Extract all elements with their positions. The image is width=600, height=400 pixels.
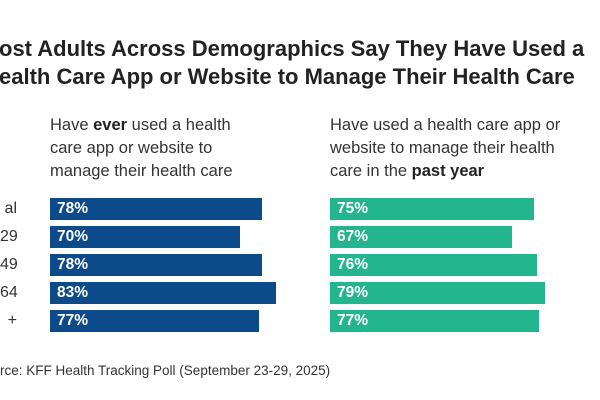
bar xyxy=(330,226,513,248)
category-label: al xyxy=(4,200,17,217)
value-label: 77% xyxy=(337,312,369,329)
bar xyxy=(50,310,260,332)
bar xyxy=(330,198,534,220)
value-label: 83% xyxy=(57,284,89,301)
panel-title-part: Have xyxy=(50,116,94,134)
value-label: 67% xyxy=(337,228,369,245)
panel-title: Have ever used a health care app or webs… xyxy=(50,114,265,183)
title: ealth Care App or Website to Manage Thei… xyxy=(0,64,575,89)
bar xyxy=(330,310,540,332)
category-label: + xyxy=(7,312,17,329)
panel-title-part: Have used a health care app or website t… xyxy=(330,116,561,180)
bar xyxy=(50,282,276,304)
category-label: 64 xyxy=(0,284,18,301)
value-label: 79% xyxy=(337,284,369,301)
bar xyxy=(330,254,537,276)
value-label: 75% xyxy=(337,200,369,217)
value-label: 78% xyxy=(57,200,89,217)
category-label: 29 xyxy=(0,228,18,245)
value-label: 78% xyxy=(57,256,89,273)
category-label: 49 xyxy=(0,256,18,273)
panel-title-part: ever xyxy=(93,116,128,134)
panel-title-part: past year xyxy=(411,162,485,180)
bar xyxy=(50,198,263,220)
panel-title-part: used a health care app or website to man… xyxy=(50,116,233,180)
panel-title: Have used a health care app or website t… xyxy=(330,114,565,183)
source: rce: KFF Health Tracking Poll (September… xyxy=(0,363,331,378)
value-label: 77% xyxy=(57,312,89,329)
bar xyxy=(330,282,545,304)
value-label: 76% xyxy=(337,256,369,273)
bar xyxy=(50,226,241,248)
title: ost Adults Across Demographics Say They … xyxy=(0,36,585,61)
value-label: 70% xyxy=(57,228,89,245)
bar xyxy=(50,254,263,276)
